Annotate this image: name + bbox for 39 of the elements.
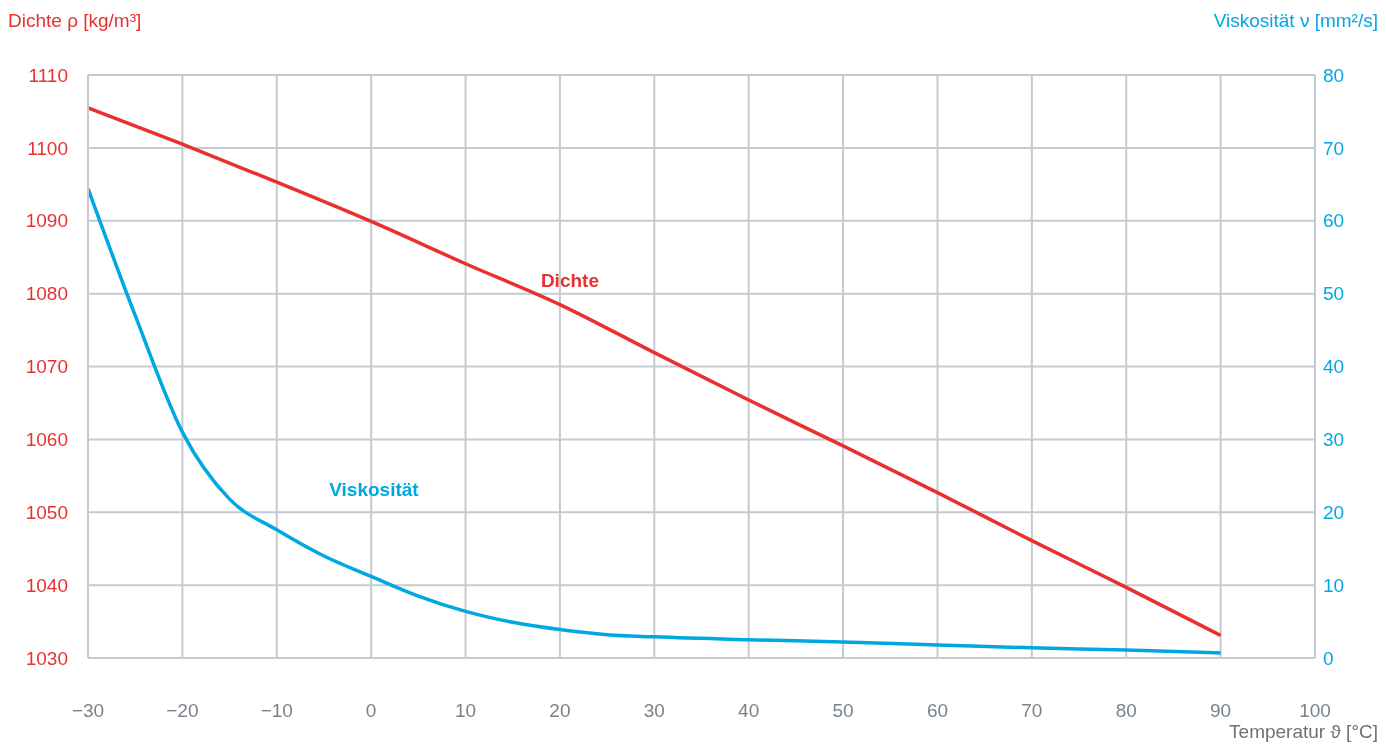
x-tick-label: 50 bbox=[832, 700, 854, 722]
x-tick-label: 100 bbox=[1299, 700, 1331, 722]
y2-tick-label: 80 bbox=[1323, 64, 1345, 86]
y-tick-label: 1060 bbox=[25, 429, 68, 451]
y-tick-label: 1070 bbox=[25, 356, 68, 378]
y2-tick-label: 20 bbox=[1323, 501, 1345, 523]
x-axis-title: Temperatur ϑ [°C] bbox=[1229, 721, 1378, 743]
y2-tick-label: 60 bbox=[1323, 210, 1345, 232]
y-tick-label: 1080 bbox=[25, 283, 68, 305]
x-tick-label: −20 bbox=[166, 700, 199, 722]
x-tick-label: 90 bbox=[1210, 700, 1232, 722]
line-series bbox=[88, 186, 1223, 655]
y2-tick-label: 30 bbox=[1323, 429, 1345, 451]
line-series bbox=[88, 106, 1223, 638]
y2-tick-label: 40 bbox=[1323, 356, 1345, 378]
y-tick-label: 1040 bbox=[25, 574, 68, 596]
y2-tick-label: 70 bbox=[1323, 137, 1345, 159]
x-tick-label: 70 bbox=[1021, 700, 1043, 722]
x-tick-label: 30 bbox=[643, 700, 665, 722]
x-tick-label: 80 bbox=[1115, 700, 1137, 722]
y-tick-label: 1090 bbox=[25, 210, 68, 232]
text: Viskosität bbox=[329, 478, 420, 500]
x-tick-label: −10 bbox=[260, 700, 293, 722]
x-tick-label: −30 bbox=[71, 700, 105, 722]
y2-tick-label: 10 bbox=[1323, 574, 1345, 596]
y-axis-title: Dichte ρ [kg/m³] bbox=[8, 10, 142, 32]
y-tick-label: 1100 bbox=[27, 137, 68, 159]
y2-axis-title: Viskosität ν [mm²/s] bbox=[1213, 10, 1378, 32]
y-tick-label: 1110 bbox=[28, 64, 68, 86]
y2-tick-label: 50 bbox=[1323, 283, 1345, 305]
series-label: Dichte bbox=[540, 269, 599, 291]
x-tick-label: 20 bbox=[549, 700, 571, 722]
x-tick-label: 0 bbox=[365, 700, 377, 722]
y-tick-label: 1030 bbox=[25, 647, 68, 669]
x-tick-label: 60 bbox=[926, 700, 949, 722]
x-tick-label: 40 bbox=[738, 700, 760, 722]
y2-tick-label: 0 bbox=[1323, 647, 1334, 669]
y-tick-label: 1050 bbox=[25, 501, 68, 523]
x-tick-label: 10 bbox=[454, 700, 477, 722]
